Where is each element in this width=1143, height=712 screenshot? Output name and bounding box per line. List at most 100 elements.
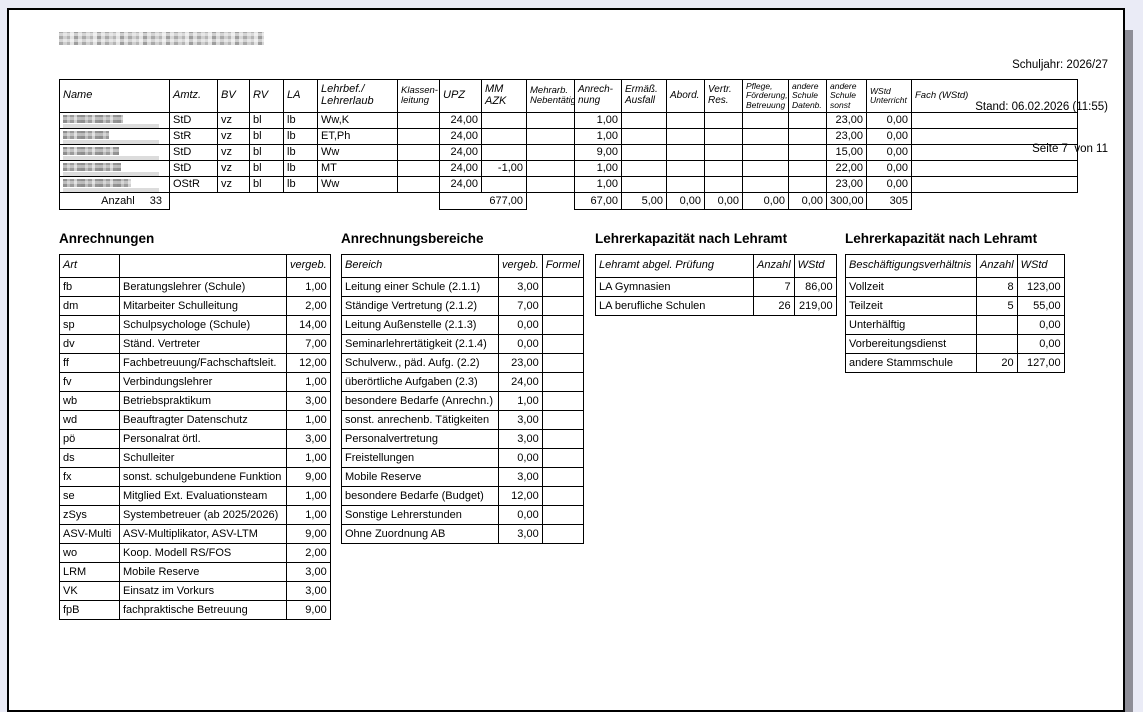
cell: ff: [59, 353, 120, 373]
cell: Betriebspraktikum: [119, 391, 287, 411]
cell: lb: [283, 160, 318, 177]
anzahl-label: Anzahl: [101, 195, 135, 207]
cell: [666, 144, 705, 161]
cell: [911, 112, 1078, 129]
andere-schule-sonst-total-cell: 300,00: [826, 192, 867, 210]
redacted-name-cell: [59, 176, 170, 193]
teacher-table-wrap: Name Amtz. BV RV LA Lehrbef./ Lehrerlaub…: [59, 79, 1078, 210]
table-row: LRM Mobile Reserve 3,00: [59, 562, 331, 582]
table-row: ff Fachbetreuung/Fachschaftsleit. 12,00: [59, 353, 331, 373]
cell: [621, 176, 667, 193]
name-redaction-blur: [63, 179, 131, 187]
cell: [541, 505, 584, 525]
cell: lb: [283, 112, 318, 129]
cell: 0,00: [498, 448, 543, 468]
cell: Beratungslehrer (Schule): [119, 277, 287, 297]
cell: besondere Bedarfe (Budget): [341, 486, 499, 506]
table-row: fx sonst. schulgebundene Funktion 9,00: [59, 467, 331, 487]
cell: 24,00: [498, 372, 543, 392]
cell: Mitarbeiter Schulleitung: [119, 296, 287, 316]
totals-row: Anzahl 33 677,00 67,00 5,00 0,00 0,00 0,0…: [59, 192, 1078, 210]
cell: sonst. anrechenb. Tätigkeiten: [341, 410, 499, 430]
cell: LA berufliche Schulen: [595, 296, 754, 316]
cell: überörtliche Aufgaben (2.3): [341, 372, 499, 392]
cell: dv: [59, 334, 120, 354]
table-row: Leitung einer Schule (2.1.1) 3,00: [341, 277, 584, 297]
employment-capacity-section: Lehrerkapazität nach Lehramt Beschäftigu…: [845, 232, 1065, 373]
header-row: Art vergeb.: [59, 254, 331, 278]
cell: [742, 144, 789, 161]
cell: OStR: [169, 176, 218, 193]
cell: Ww: [317, 144, 398, 161]
lehramt-capacity-table: Lehramt abgel. Prüfung Anzahl WStd LA Gy…: [595, 254, 837, 316]
cell: 5: [976, 296, 1018, 316]
cell: 0,00: [498, 334, 543, 354]
andere-schule-datenb-total-cell: 0,00: [788, 192, 827, 210]
cell: [911, 176, 1078, 193]
table-row: dv Ständ. Vertreter 7,00: [59, 334, 331, 354]
cell: 23,00: [826, 128, 867, 145]
name-redaction-blur: [63, 124, 159, 128]
anrechnungen-table: Art vergeb. fb Beratungslehrer (Schule) 1,…: [59, 254, 331, 620]
column-header-amtz: Amtz.: [169, 79, 218, 113]
cell: 86,00: [793, 277, 837, 297]
cell: vz: [217, 160, 250, 177]
cell: 2,00: [286, 543, 331, 563]
section-title: Anrechnungen: [59, 231, 155, 246]
column-header-anzahl: Anzahl: [976, 254, 1018, 278]
cell: fpB: [59, 600, 120, 620]
cell: [704, 128, 743, 145]
cell: 0,00: [866, 176, 912, 193]
column-header-upz: UPZ: [439, 79, 482, 113]
table-row: wo Koop. Modell RS/FOS 2,00: [59, 543, 331, 563]
totals-spacer: [527, 193, 575, 210]
cell: 24,00: [439, 128, 482, 145]
table-row: zSys Systembetreuer (ab 2025/2026) 1,00: [59, 505, 331, 525]
cell: [666, 160, 705, 177]
cell: Personalrat örtl.: [119, 429, 287, 449]
cell: 1,00: [286, 372, 331, 392]
cell: Ständige Vertretung (2.1.2): [341, 296, 499, 316]
cell: 9,00: [286, 524, 331, 544]
column-header-vergeb: vergeb.: [286, 254, 331, 278]
cell: 3,00: [286, 429, 331, 449]
table-row: Teilzeit 5 55,00: [845, 296, 1065, 316]
cell: [788, 160, 827, 177]
column-header-la: LA: [283, 79, 318, 113]
cell: [481, 144, 527, 161]
column-header-rv: RV: [249, 79, 284, 113]
cell: [541, 467, 584, 487]
cell: 127,00: [1016, 353, 1065, 373]
anrechnungen-section: Anrechnungen Art vergeb. fb Beratungslehr…: [59, 232, 331, 620]
cell: Teilzeit: [845, 296, 977, 316]
cell: 3,00: [498, 410, 543, 430]
table-row: Schulverw., päd. Aufg. (2.2) 23,00: [341, 353, 584, 373]
cell: Seminarlehrertätigkeit (2.1.4): [341, 334, 499, 354]
cell: LA Gymnasien: [595, 277, 754, 297]
cell: vz: [217, 128, 250, 145]
cell: [541, 334, 584, 354]
cell: dm: [59, 296, 120, 316]
table-row: StR vz bl lb ET,Ph 24,00 1,00 23,00 0,00: [59, 128, 1078, 145]
table-row: dm Mitarbeiter Schulleitung 2,00: [59, 296, 331, 316]
cell: 1,00: [286, 505, 331, 525]
name-redaction-blur: [63, 140, 159, 144]
table-row: fb Beratungslehrer (Schule) 1,00: [59, 277, 331, 297]
table-row: Vorbereitungsdienst 0,00: [845, 334, 1065, 354]
cell: Systembetreuer (ab 2025/2026): [119, 505, 287, 525]
cell: 20: [976, 353, 1018, 373]
cell: 2,00: [286, 296, 331, 316]
table-row: pö Personalrat örtl. 3,00: [59, 429, 331, 449]
cell: 14,00: [286, 315, 331, 335]
cell: Schulverw., päd. Aufg. (2.2): [341, 353, 499, 373]
cell: pö: [59, 429, 120, 449]
table-row: wb Betriebspraktikum 3,00: [59, 391, 331, 411]
cell: besondere Bedarfe (Anrechn.): [341, 391, 499, 411]
cell: [526, 112, 575, 129]
cell: [788, 144, 827, 161]
column-header-blank: [119, 254, 287, 278]
cell: [704, 112, 743, 129]
name-redaction-blur: [63, 115, 123, 123]
column-header-wstd: WStd: [1016, 254, 1065, 278]
column-header-wstd: WStd: [793, 254, 837, 278]
